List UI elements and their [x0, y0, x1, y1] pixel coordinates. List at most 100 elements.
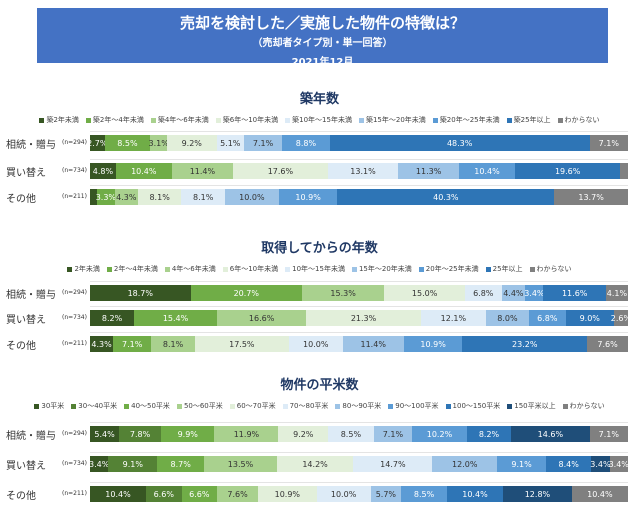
bar-segment: 7.1% [373, 426, 412, 442]
data-label: 15.0% [411, 288, 438, 298]
bar-segment [90, 189, 97, 205]
data-label: 14.7% [380, 459, 406, 469]
data-label: 8.8% [295, 138, 317, 148]
bar-segment: 11.4% [342, 336, 404, 352]
bar-segment: 6.8% [464, 285, 502, 301]
category-label: その他 [6, 341, 36, 352]
legend-item: 築20年～25年未満 [432, 115, 500, 125]
legend-label: 築6年～10年未満 [222, 116, 279, 124]
bar-segment: 7.1% [243, 135, 283, 151]
data-label: 6.8% [473, 288, 494, 298]
legend-label: 15年～20年未満 [358, 265, 412, 273]
bar-segment: 7.6% [217, 486, 258, 502]
legend-item: 30～40平米 [71, 401, 117, 411]
chart-title: 取得してからの年数 [261, 241, 378, 256]
legend-item: 90～100平米 [388, 401, 439, 411]
data-label: 19.6% [554, 166, 581, 176]
bar-segment: 11.3% [398, 163, 460, 179]
legend-swatch [432, 117, 438, 123]
bar-segment: 14.7% [353, 456, 433, 472]
data-label: 7.1% [598, 429, 619, 439]
data-label: 7.6% [227, 489, 248, 499]
sample-size-label: (n=294) [62, 139, 87, 146]
data-label: 11.3% [415, 166, 442, 176]
data-label: 12.1% [440, 313, 467, 323]
bar-segment: 12.0% [432, 456, 498, 472]
category-label: 買い替え [6, 168, 46, 179]
legend-item: 70～80平米 [282, 401, 328, 411]
bar-segment: 2.7% [87, 135, 107, 151]
legend-label: 築20年～25年未満 [439, 116, 500, 124]
legend-swatch [222, 266, 228, 272]
legend-item: 築15年～20年未満 [358, 115, 426, 125]
bar-segment: 8.5% [328, 426, 374, 442]
bar-segment: 8.5% [104, 135, 151, 151]
chart-title: 築年数 [299, 92, 339, 107]
legend-swatch [229, 403, 235, 409]
legend-item: 80～90平米 [335, 401, 381, 411]
data-label: 10.0% [330, 489, 357, 499]
bar-segment: 21.3% [306, 310, 421, 326]
data-label: 4.3% [91, 339, 112, 349]
data-label: 8.7% [170, 459, 191, 469]
bar-row: 買い替え (n=734) 8.2% 15.4% 16.6% 21.3% 12.1% 8.0% 6… [0, 310, 639, 326]
data-label: 14.6% [537, 429, 564, 439]
data-label: 8.2% [101, 313, 123, 323]
stacked-bar: 8.2% 15.4% 16.6% 21.3% 12.1% 8.0% 6.8% 9.0% 2.6% [90, 310, 631, 326]
data-label: 17.6% [267, 166, 294, 176]
bar-segment: 9.1% [108, 456, 158, 472]
data-label: 9.2% [181, 138, 202, 148]
legend-label: 30平米 [41, 402, 65, 410]
gridline [90, 281, 628, 282]
legend-item: 2年～4年未満 [106, 264, 158, 274]
bar-row: その他 (n=211) 10.4% 6.6% 6.6% 7.6% 10.9% 10.0% 5.7… [0, 486, 639, 502]
data-label: 10.9% [295, 192, 321, 202]
bar-segment: 7.1% [589, 426, 628, 442]
bar-segment: 7.6% [587, 336, 628, 352]
legend-item: 築25年以上 [506, 115, 551, 125]
legend-label: 30～40平米 [78, 402, 118, 410]
bar-segment: 16.6% [216, 310, 307, 326]
stacked-bar: 18.7% 20.7% 15.3% 15.0% 6.8% 4.4% 3.4% 11.6% 4.1… [90, 285, 628, 301]
legend-item: 40～50平米 [124, 401, 170, 411]
data-label: 21.3% [350, 313, 377, 323]
bar-row: その他 (n=211) 3.3% 4.3% 8.1% 8.1% 10.0% 10.9% 40.3… [0, 189, 639, 205]
category-label: 相続・贈与 [6, 431, 56, 442]
sample-size-label: (n=294) [62, 430, 87, 437]
legend-label: わからない [564, 116, 600, 124]
data-label: 40.3% [433, 192, 459, 202]
bar-segment: 7.8% [119, 426, 162, 442]
data-label: 9.9% [177, 429, 198, 439]
legend-swatch [485, 266, 491, 272]
bar-segment: 9.1% [497, 456, 547, 472]
data-label: 6.8% [537, 313, 558, 323]
legend-swatch [67, 266, 73, 272]
bar-segment: 8.5% [401, 486, 447, 502]
bar-segment: 3.4% [609, 456, 629, 472]
legend-item: 築2年未満 [39, 115, 79, 125]
bar-segment: 20.7% [190, 285, 302, 301]
data-label: 10.9% [420, 339, 446, 349]
bar-segment: 7.1% [589, 135, 628, 151]
bar-segment: 4.1% [605, 285, 628, 301]
bar-segment: 23.2% [462, 336, 588, 352]
bar-segment: 8.1% [137, 189, 182, 205]
bar-segment: 8.2% [90, 310, 135, 326]
chart-title: 物件の平米数 [280, 378, 359, 393]
data-label: 7.1% [598, 138, 619, 148]
data-label: 4.4% [503, 288, 524, 298]
bar-row: 相続・贈与 (n=294) 5.4% 7.8% 9.9% 11.9% 9.2% 8.5% 7.1… [0, 426, 639, 442]
stacked-bar: 3.3% 4.3% 8.1% 8.1% 10.0% 10.9% 40.3% 13.7% [90, 189, 628, 205]
bar-segment: 14.6% [511, 426, 590, 442]
bar-row: 相続・贈与 (n=294) 2.7% 8.5% 3.1% 9.2% 5.1% 7.1% 8.8%… [0, 135, 639, 151]
data-label: 23.2% [512, 339, 538, 349]
legend-item: わからない [562, 401, 605, 411]
legend-swatch [215, 117, 221, 123]
category-label: その他 [6, 194, 36, 205]
category-label: 買い替え [6, 315, 46, 326]
data-label: 14.2% [302, 459, 328, 469]
bar-segment: 3.3% [96, 189, 116, 205]
data-label: 8.2% [478, 429, 500, 439]
bar-segment: 4.4% [501, 285, 526, 301]
gridline [90, 332, 628, 333]
